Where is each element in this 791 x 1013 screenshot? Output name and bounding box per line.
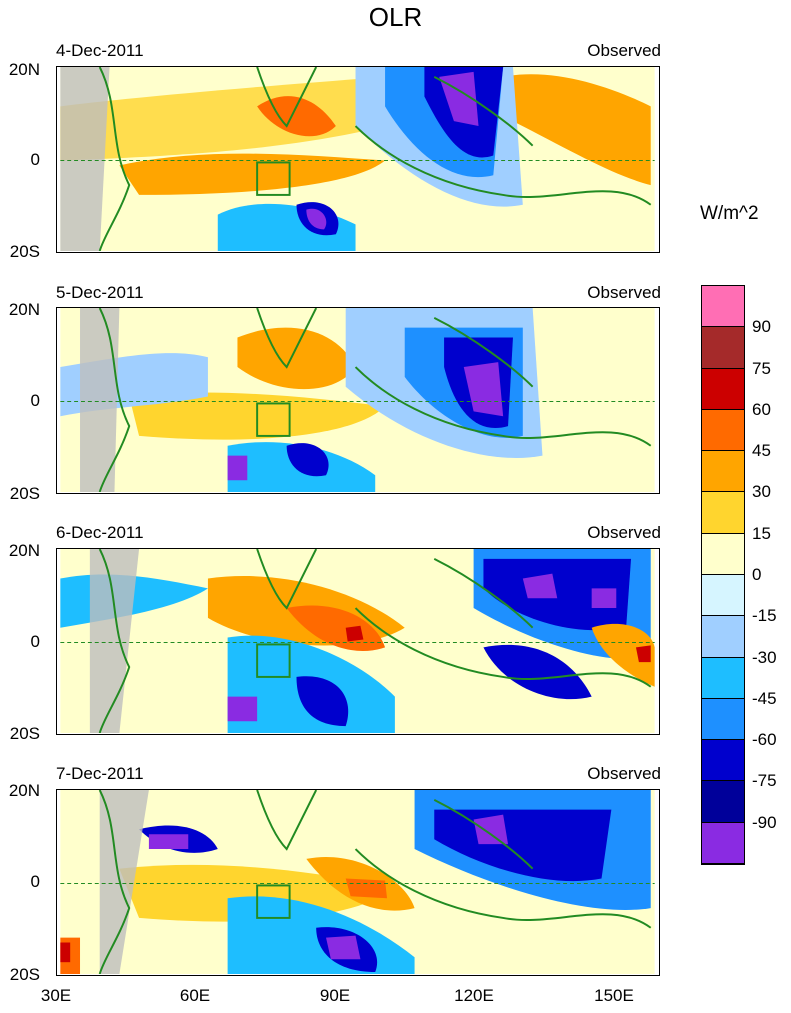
panel-label: Observed — [587, 283, 661, 302]
panel-label: Observed — [587, 523, 661, 542]
colorbar-box — [702, 781, 744, 823]
figure-title: OLR — [368, 2, 423, 32]
panel-date: 4-Dec-2011 — [56, 41, 144, 60]
lat-label: 20N — [8, 60, 40, 79]
colorbar-units: W/m^2 — [700, 203, 759, 224]
colorbar-label: -30 — [752, 647, 777, 667]
colorbar-label: -45 — [752, 688, 777, 708]
lat-label: 0 — [30, 872, 40, 891]
colorbar-label: -60 — [752, 730, 777, 750]
colorbar-box — [702, 822, 744, 864]
colorbar-box — [702, 616, 744, 658]
lat-label: 20S — [9, 242, 40, 261]
colorbar-box — [702, 492, 744, 534]
colorbar-box — [702, 698, 744, 741]
colorbar-label: 30 — [752, 482, 771, 502]
colorbar — [701, 285, 745, 865]
colorbar-label: -90 — [752, 812, 777, 832]
map-panel-4 — [56, 789, 660, 976]
panel-date: 6-Dec-2011 — [56, 523, 144, 542]
map-panel-1 — [56, 66, 660, 253]
colorbar-box — [702, 575, 744, 617]
colorbar-box — [702, 368, 744, 410]
lon-label: 90E — [319, 986, 351, 1005]
panel-label: Observed — [587, 41, 661, 60]
colorbar-label: -75 — [752, 771, 777, 791]
colorbar-label: 60 — [752, 399, 771, 419]
colorbar-label: 15 — [752, 523, 771, 543]
panel-label: Observed — [587, 764, 661, 783]
lat-label: 20S — [9, 484, 40, 503]
lat-label: 20N — [8, 781, 40, 800]
map-panel-2 — [56, 307, 660, 494]
colorbar-label: -15 — [752, 606, 777, 626]
colorbar-box — [702, 533, 744, 575]
colorbar-box — [702, 409, 744, 452]
panel-date: 7-Dec-2011 — [56, 764, 144, 783]
colorbar-label: 90 — [752, 317, 771, 337]
colorbar-label: 45 — [752, 441, 771, 461]
lat-label: 20N — [8, 541, 40, 560]
colorbar-box — [702, 286, 744, 328]
lon-label: 60E — [179, 986, 211, 1005]
lat-label: 0 — [30, 632, 40, 651]
colorbar-box — [702, 657, 744, 699]
lat-label: 20S — [9, 724, 40, 743]
colorbar-box — [702, 327, 744, 369]
colorbar-box — [702, 740, 744, 782]
lat-label: 20S — [9, 965, 40, 984]
lat-label: 0 — [30, 150, 40, 169]
lat-label: 20N — [8, 300, 40, 319]
lon-label: 150E — [594, 986, 634, 1005]
colorbar-box — [702, 451, 744, 493]
map-panel-3 — [56, 548, 660, 735]
panel-date: 5-Dec-2011 — [56, 283, 144, 302]
lat-label: 0 — [30, 391, 40, 410]
colorbar-label: 0 — [752, 565, 762, 584]
lon-label: 120E — [454, 986, 494, 1005]
lon-label: 30E — [40, 986, 72, 1005]
colorbar-label: 75 — [752, 358, 771, 378]
